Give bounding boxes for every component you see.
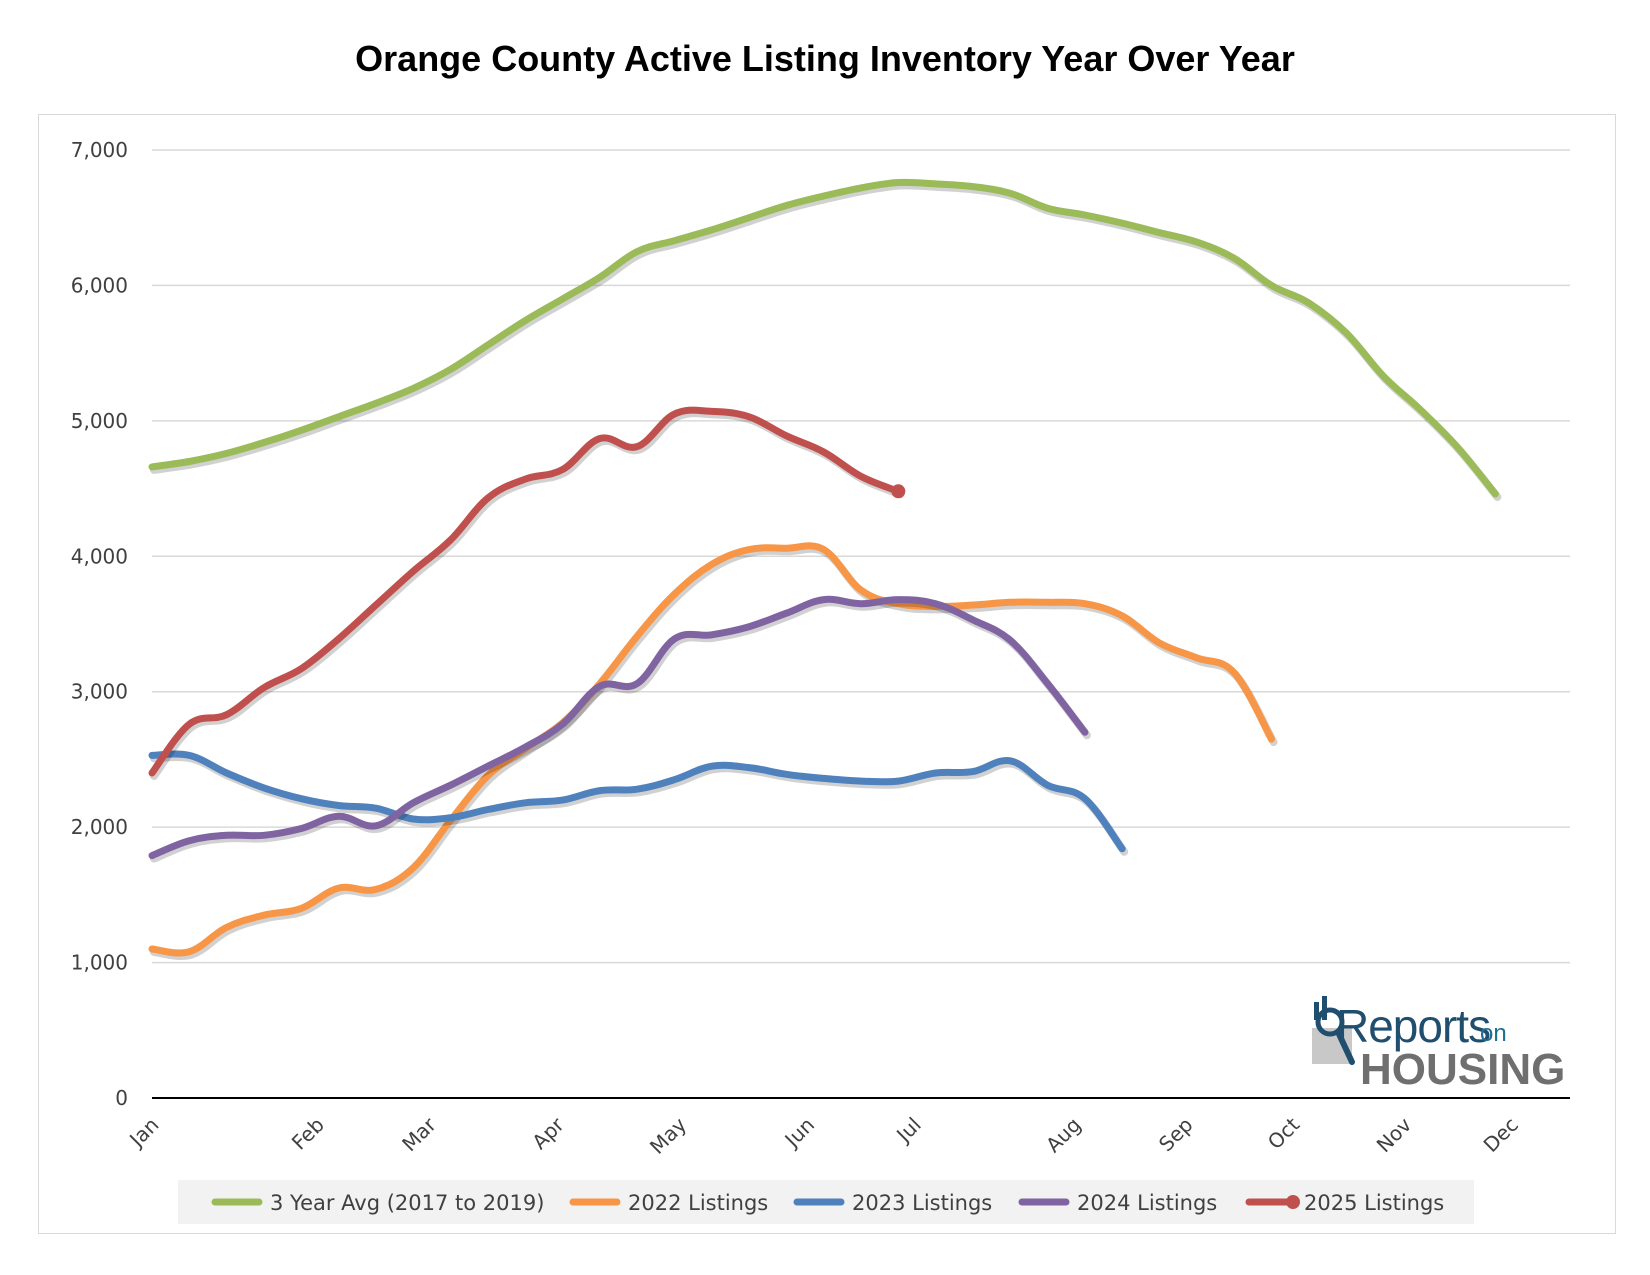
legend-label: 2022 Listings [628,1191,768,1215]
logo-text-housing: HOUSING [1360,1045,1565,1094]
x-tick-label: Nov [1372,1112,1417,1157]
gridlines [152,149,1570,964]
series-line [148,406,902,777]
x-tick-label: Mar [397,1112,441,1156]
series-lines [148,178,1502,960]
y-tick-label: 7,000 [71,138,128,162]
logo-text-reports: Reports [1336,1000,1490,1052]
chart-frame [38,114,1616,1234]
legend-swatch-marker [1286,1195,1300,1209]
y-tick-label: 4,000 [71,544,128,568]
logo-magnifier-handle [1335,1029,1355,1065]
logo-text-on: on [1480,1020,1507,1047]
x-tick-label: Jul [890,1113,925,1148]
reports-on-housing-logo: Reports on HOUSING [1312,996,1565,1094]
series-end-marker [891,484,906,499]
y-tick-label: 5,000 [71,409,128,433]
x-tick-label: May [645,1112,691,1158]
legend: 3 Year Avg (2017 to 2019) 2022 Listings 20… [178,1180,1474,1224]
chart-title: Orange County Active Listing Inventory Y… [355,38,1295,79]
x-tick-label: Oct [1263,1112,1305,1154]
logo-mark-bar [1314,1002,1319,1020]
legend-label: 2025 Listings [1304,1191,1444,1215]
series-line [148,542,1275,957]
y-tick-label: 6,000 [71,273,128,297]
x-tick-label: Sep [1154,1113,1198,1157]
series-line [148,750,1126,853]
x-axis-ticks: Jan Feb Mar Apr May Jun Jul Aug Sep Oct Nov Dec [123,1112,1523,1159]
x-tick-label: Jan [123,1113,163,1153]
x-tick-label: Apr [527,1112,569,1154]
series-line [148,595,1089,860]
y-tick-label: 1,000 [71,951,128,975]
series-line [148,178,1499,498]
logo-mark-bar [1322,996,1327,1020]
y-axis-ticks: 0 1,000 2,000 3,000 4,000 5,000 6,000 7,000 [71,138,128,1110]
legend-label: 2023 Listings [852,1191,992,1215]
x-tick-label: Jun [779,1113,819,1153]
y-tick-label: 3,000 [71,680,128,704]
series-line-shadow [150,409,905,780]
legend-label: 3 Year Avg (2017 to 2019) [270,1191,544,1215]
series-line-shadow [150,598,1091,863]
x-tick-label: Aug [1041,1113,1086,1158]
logo-magnifier-icon [1315,1007,1345,1037]
x-tick-label: Dec [1479,1113,1523,1157]
x-tick-label: Feb [287,1113,329,1155]
y-tick-label: 0 [115,1086,128,1110]
y-tick-label: 2,000 [71,815,128,839]
legend-label: 2024 Listings [1077,1191,1217,1215]
